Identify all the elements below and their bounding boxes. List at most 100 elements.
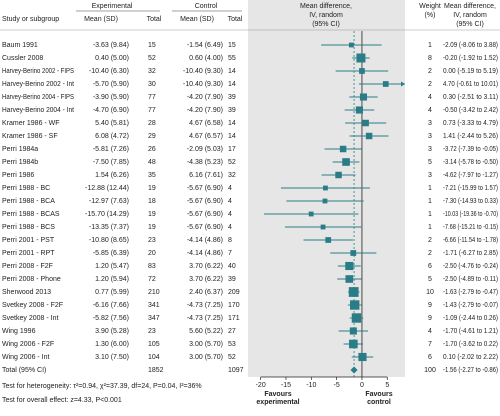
ctrl-mean-sd: -4.38 (5.23) <box>187 159 223 166</box>
ctrl-total: 40 <box>228 263 236 270</box>
md-label: -3.72 (-7.39 to -0.05) <box>443 146 498 153</box>
study-name: Wing 2006 - Int <box>2 354 50 361</box>
md-label: -0.50 (-3.42 to 2.42) <box>443 107 498 114</box>
exp-mean-sd: 1.20 (5.47) <box>95 263 129 270</box>
exp-mean-sd: -12.88 (12.44) <box>85 185 129 192</box>
exp-mean-sd: 0.40 (5.00) <box>95 55 129 62</box>
study-name: Sherwood 2013 <box>2 289 51 296</box>
weight: 1 <box>428 42 432 49</box>
weight: 6 <box>428 354 432 361</box>
ctrl-total: 14 <box>228 68 236 75</box>
weight: 3 <box>428 133 432 140</box>
exp-mean-sd: 1.54 (6.26) <box>95 172 129 179</box>
effect-square <box>335 171 342 179</box>
ctrl-total: 4 <box>228 224 232 231</box>
effect-square <box>359 68 365 74</box>
md-label: -1.70 (-3.62 to 0.22) <box>443 341 498 348</box>
weight: 6 <box>428 263 432 270</box>
exp-total: 35 <box>148 172 156 179</box>
weight: 1 <box>428 185 432 192</box>
ctrl-total: 14 <box>228 133 236 140</box>
md-label: -7.21 (-15.99 to 1.57) <box>443 185 498 192</box>
exp-total: 77 <box>148 94 156 101</box>
ctrl-mean-sd: -4.20 (7.90) <box>187 94 223 101</box>
effect-square <box>356 53 366 63</box>
md-label: -3.14 (-5.78 to -0.50) <box>443 159 498 166</box>
effect-square <box>362 119 369 127</box>
exp-mean-sd: -10.40 (6.30) <box>89 68 129 75</box>
effect-square <box>345 261 354 271</box>
effect-square <box>349 339 358 349</box>
ctrl-mean-sd: 6.16 (7.61) <box>189 172 223 179</box>
ctrl-mean-sd: -4.20 (7.90) <box>187 107 223 114</box>
ctrl-mean-sd: -5.67 (6.90) <box>187 224 223 231</box>
md-label: -2.50 (-4.76 to -0.24) <box>443 263 498 270</box>
weight: 4 <box>428 107 432 114</box>
x-tick-label: -15 <box>281 382 291 389</box>
weight: 8 <box>428 55 432 62</box>
exp-mean-sd: -5.70 (5.90) <box>93 81 129 88</box>
column-header: Study or subgroup <box>2 16 59 23</box>
exp-total: 52 <box>148 55 156 62</box>
ctrl-mean-sd: -5.67 (6.90) <box>187 198 223 205</box>
pooled-diamond <box>350 366 358 374</box>
effect-square <box>320 224 326 230</box>
ctrl-mean-sd: -1.54 (6.49) <box>187 42 223 49</box>
study-name: Harvey-Berino 2004 - FIPS <box>2 94 74 101</box>
weight: 3 <box>428 172 432 179</box>
column-header: IV, random <box>453 12 487 19</box>
exp-total: 15 <box>148 42 156 49</box>
study-name: Perri 2008 - F2F <box>2 263 53 270</box>
effect-square <box>348 42 354 48</box>
effect-square <box>345 275 354 283</box>
ctrl-mean-sd: 3.00 (5.70) <box>189 341 223 348</box>
study-name: Harvey-Berino 2004 - Int <box>2 107 74 114</box>
study-name: Wing 1996 <box>2 328 36 335</box>
weight: 5 <box>428 276 432 283</box>
ctrl-total: 27 <box>228 328 236 335</box>
study-name: Total (95% CI) <box>2 367 46 374</box>
column-header: Total <box>147 16 162 23</box>
weight: 3 <box>428 120 432 127</box>
x-tick-label: -5 <box>334 382 340 389</box>
effect-square <box>350 250 357 256</box>
effect-square <box>351 313 362 323</box>
md-label: -4.62 (-7.97 to -1.27) <box>443 172 498 179</box>
exp-total: 30 <box>148 81 156 88</box>
ctrl-mean-sd: -5.67 (6.90) <box>187 211 223 218</box>
study-name: Svetkey 2008 - F2F <box>2 302 63 309</box>
exp-mean-sd: -12.97 (7.63) <box>89 198 129 205</box>
ctrl-mean-sd: 4.67 (6.58) <box>189 120 223 127</box>
exp-mean-sd: -6.16 (7.66) <box>93 302 129 309</box>
effect-square <box>348 287 359 297</box>
effect-square <box>339 145 347 153</box>
exp-total: 347 <box>148 315 160 322</box>
effect-square <box>322 198 328 204</box>
md-label: 1.41 (-2.44 to 5.26) <box>443 133 498 140</box>
ctrl-total: 4 <box>228 211 232 218</box>
column-header: IV, random <box>309 12 343 19</box>
ctrl-total: 1097 <box>228 367 244 374</box>
md-label: -7.30 (-14.93 to 0.33) <box>443 198 498 205</box>
weight: 2 <box>428 237 432 244</box>
effect-square <box>342 158 350 166</box>
ctrl-mean-sd: 4.67 (6.57) <box>189 133 223 140</box>
x-tick-label: -10 <box>306 382 316 389</box>
study-name: Harvey-Berino 2002 - FIPS <box>2 68 74 75</box>
exp-total: 1852 <box>148 367 164 374</box>
md-label: -2.50 (-4.89 to -0.11) <box>443 276 498 283</box>
ctrl-total: 39 <box>228 107 236 114</box>
study-name: Perri 1988 - BC <box>2 185 50 192</box>
ctrl-total: 209 <box>228 289 240 296</box>
ctrl-mean-sd: -4.73 (7.25) <box>187 302 223 309</box>
md-label: -0.20 (-1.92 to 1.52) <box>443 55 498 62</box>
ctrl-total: 171 <box>228 315 240 322</box>
exp-total: 29 <box>148 133 156 140</box>
exp-total: 19 <box>148 224 156 231</box>
ctrl-total: 170 <box>228 302 240 309</box>
exp-total: 341 <box>148 302 160 309</box>
study-name: Perri 2001 - PST <box>2 237 55 244</box>
ctrl-total: 55 <box>228 55 236 62</box>
column-header: Mean difference, <box>444 3 496 10</box>
